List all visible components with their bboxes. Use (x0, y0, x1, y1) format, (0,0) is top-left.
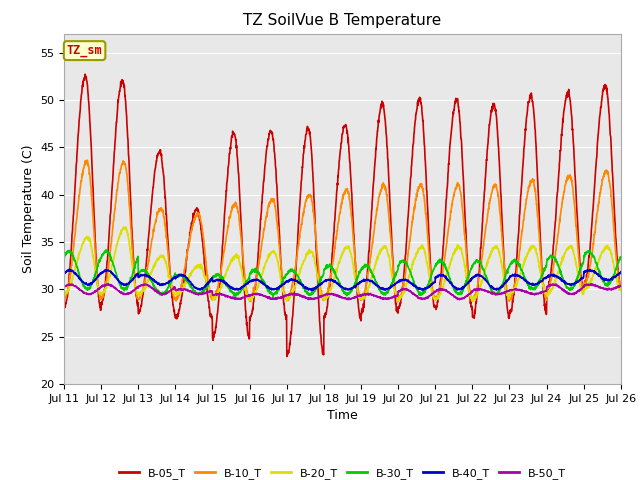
B-50_T (358, 292, 366, 298)
B-05_T (60, 305, 68, 311)
B-05_T (216, 285, 223, 290)
B-20_T (505, 295, 513, 301)
B-40_T (505, 276, 513, 282)
Line: B-10_T: B-10_T (64, 160, 621, 302)
B-50_T (216, 291, 223, 297)
B-20_T (371, 265, 379, 271)
B-50_T (504, 288, 512, 294)
B-10_T (394, 299, 401, 305)
B-50_T (588, 281, 595, 287)
B-30_T (505, 265, 513, 271)
B-30_T (102, 247, 109, 253)
B-40_T (568, 282, 576, 288)
B-20_T (359, 296, 367, 301)
Line: B-50_T: B-50_T (64, 284, 621, 300)
B-20_T (470, 299, 477, 304)
B-40_T (584, 267, 591, 273)
B-50_T (568, 291, 575, 297)
B-20_T (617, 286, 625, 292)
B-30_T (60, 254, 68, 260)
Line: B-05_T: B-05_T (64, 74, 621, 357)
B-10_T (216, 276, 223, 282)
B-05_T (283, 354, 291, 360)
B-50_T (60, 284, 68, 290)
B-05_T (568, 119, 576, 124)
B-20_T (60, 291, 68, 297)
B-05_T (505, 315, 513, 321)
B-40_T (65, 266, 73, 272)
B-20_T (216, 286, 223, 292)
B-30_T (371, 277, 379, 283)
Text: TZ_sm: TZ_sm (67, 44, 102, 57)
B-10_T (84, 157, 92, 163)
B-10_T (371, 220, 379, 226)
B-20_T (584, 281, 591, 287)
B-50_T (617, 283, 625, 289)
B-10_T (359, 293, 367, 299)
Line: B-30_T: B-30_T (64, 250, 621, 296)
Line: B-40_T: B-40_T (64, 269, 621, 290)
B-10_T (568, 181, 576, 187)
Y-axis label: Soil Temperature (C): Soil Temperature (C) (22, 144, 35, 273)
Line: B-20_T: B-20_T (64, 227, 621, 301)
B-40_T (60, 270, 68, 276)
B-10_T (60, 297, 68, 303)
B-05_T (81, 72, 89, 77)
B-30_T (568, 287, 576, 292)
B-40_T (371, 281, 379, 287)
B-30_T (359, 266, 367, 272)
B-20_T (122, 224, 130, 230)
B-05_T (617, 281, 625, 287)
B-05_T (359, 307, 367, 312)
B-05_T (584, 267, 591, 273)
B-30_T (584, 249, 591, 254)
B-30_T (617, 254, 625, 260)
Title: TZ SoilVue B Temperature: TZ SoilVue B Temperature (243, 13, 442, 28)
B-10_T (584, 275, 591, 280)
B-50_T (371, 293, 378, 299)
B-40_T (216, 277, 223, 283)
B-05_T (371, 159, 379, 165)
B-40_T (308, 288, 316, 293)
B-40_T (359, 278, 367, 284)
B-40_T (617, 269, 625, 275)
B-10_T (617, 282, 625, 288)
Legend: B-05_T, B-10_T, B-20_T, B-30_T, B-40_T, B-50_T: B-05_T, B-10_T, B-20_T, B-30_T, B-40_T, … (115, 464, 570, 480)
B-30_T (269, 293, 276, 299)
B-30_T (216, 273, 223, 279)
B-50_T (456, 297, 463, 302)
B-50_T (584, 282, 591, 288)
X-axis label: Time: Time (327, 409, 358, 422)
B-20_T (568, 245, 576, 251)
B-10_T (505, 295, 513, 301)
